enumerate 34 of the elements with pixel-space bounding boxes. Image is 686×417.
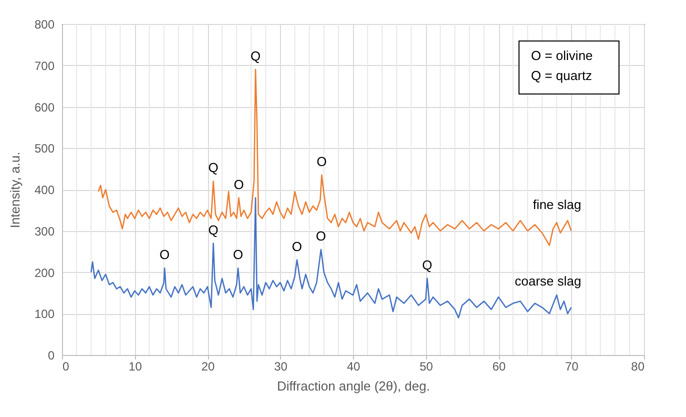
y-tick-label: 500 <box>34 142 55 156</box>
annotation: O <box>316 154 327 170</box>
y-tick-label: 400 <box>34 183 55 197</box>
annotation: Q <box>208 222 218 238</box>
annotation: Q <box>250 48 261 64</box>
annotation: Q <box>208 160 218 176</box>
annotation: O <box>316 228 326 244</box>
annotation: O <box>292 238 302 254</box>
annotation: Q <box>422 257 432 272</box>
x-axis-title: Diffraction angle (2θ), deg. <box>277 378 430 394</box>
series-label: coarse slag <box>514 273 582 288</box>
y-tick-label: 300 <box>34 224 55 238</box>
annotation: O <box>232 247 244 262</box>
x-tick-label: 50 <box>420 360 434 374</box>
x-tick-label: 20 <box>201 360 215 374</box>
x-tick-label: 40 <box>346 360 360 374</box>
y-tick-label: 600 <box>34 100 55 114</box>
y-tick-label: 0 <box>48 348 55 362</box>
y-axis-title: Intensity, a.u. <box>7 152 22 228</box>
y-tick-label: 800 <box>34 18 55 32</box>
x-tick-label: 0 <box>62 360 70 374</box>
y-tick-label: 200 <box>34 266 55 280</box>
x-tick-label: 30 <box>274 360 288 374</box>
y-tick-label: 700 <box>34 58 55 73</box>
y-tick-label: 100 <box>34 307 55 322</box>
x-tick-label: 80 <box>631 360 645 374</box>
x-tick-label: 70 <box>565 360 579 374</box>
x-tick-label: 60 <box>492 360 506 374</box>
x-tick-label: 10 <box>128 360 142 374</box>
annotation: O <box>160 247 170 262</box>
annotation: O = olivine <box>531 48 593 63</box>
series-label: fine slag <box>532 196 582 212</box>
annotation: Q = quartz <box>531 68 592 83</box>
annotation: O <box>234 176 244 192</box>
